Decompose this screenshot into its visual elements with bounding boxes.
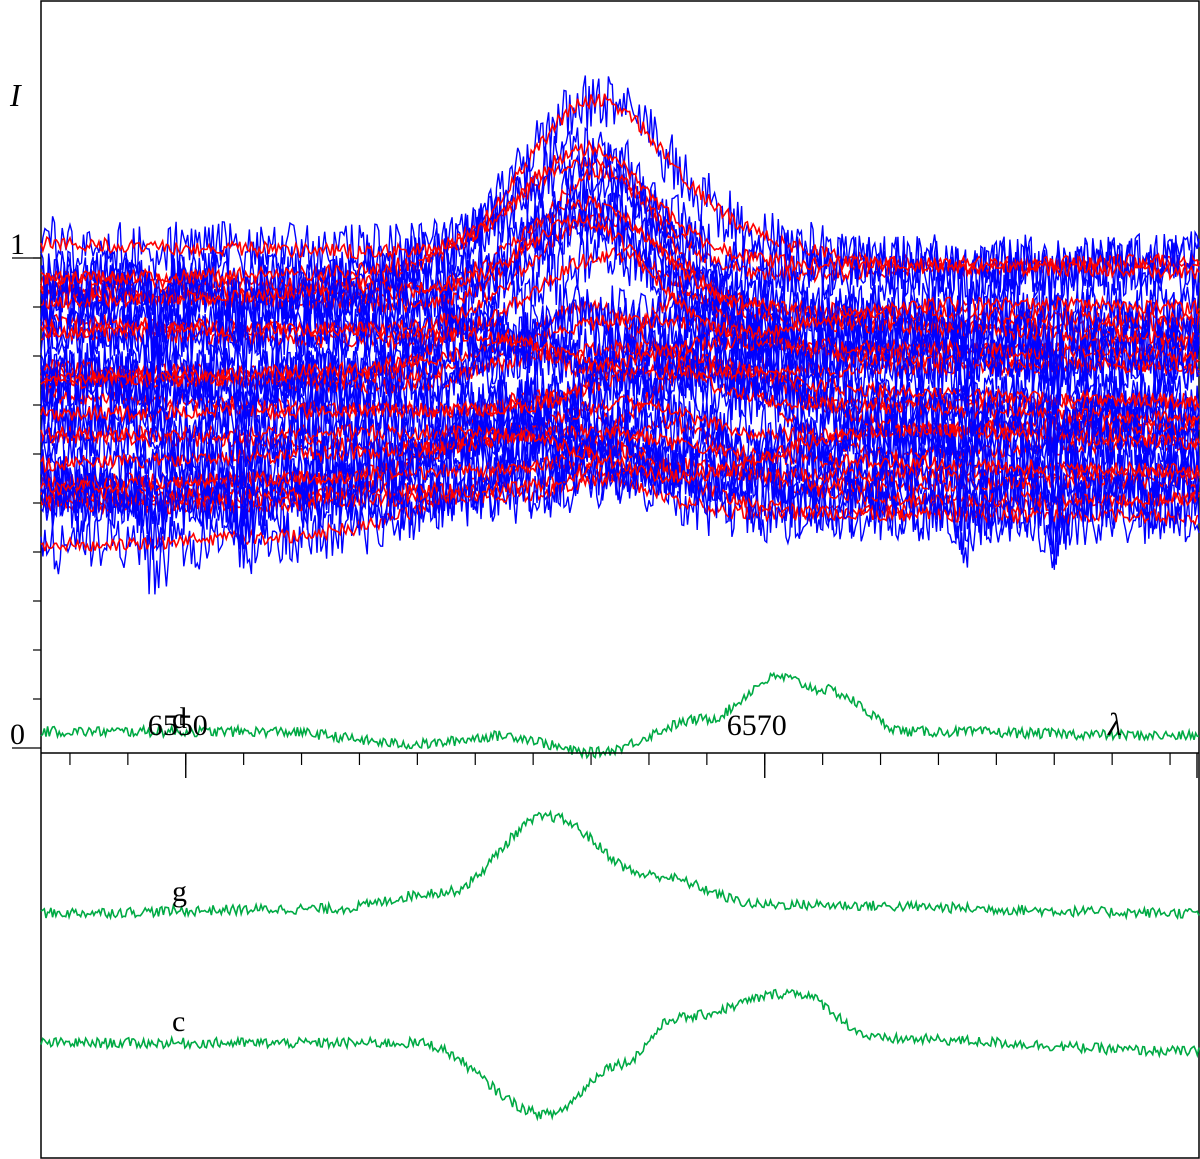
observed-spectrum-line xyxy=(40,126,1200,338)
model-spectrum-line xyxy=(40,139,1200,281)
model-spectrum-line xyxy=(40,457,1200,510)
component-label-g: g xyxy=(172,875,187,908)
plot-frame xyxy=(40,0,1200,1159)
axes: 0 1 6550 6570 xyxy=(10,228,1199,778)
x-tick-label: 6570 xyxy=(727,709,787,742)
x-axis-label: λ xyxy=(1107,706,1122,742)
component-line-d xyxy=(40,671,1200,760)
component-line-c xyxy=(40,988,1200,1122)
spectra-bundle xyxy=(40,75,1200,595)
y-tick-label: 0 xyxy=(10,718,25,751)
model-spectrum-line xyxy=(40,246,1200,376)
component-label-d: d xyxy=(172,702,187,735)
model-spectrum-line xyxy=(40,288,1200,424)
y-tick-label: 1 xyxy=(10,228,25,261)
x-tick-label: 6550 xyxy=(148,709,208,742)
observed-spectrum-line xyxy=(40,436,1200,570)
observed-spectrum-line xyxy=(40,400,1200,545)
component-label-c: c xyxy=(172,1005,185,1038)
observed-spectrum-line xyxy=(40,75,1200,338)
observed-spectrum-line xyxy=(40,198,1200,361)
model-spectrum-line xyxy=(40,354,1200,451)
component-profiles: d g c xyxy=(40,671,1200,1122)
y-axis-label: I xyxy=(9,77,22,113)
axis-labels: I λ xyxy=(9,77,1122,742)
component-line-g xyxy=(40,809,1200,921)
